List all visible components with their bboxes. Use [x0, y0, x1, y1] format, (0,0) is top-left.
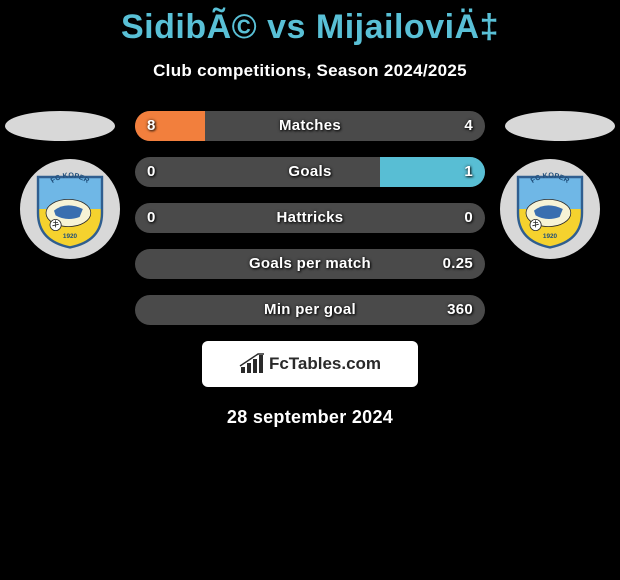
- stat-row: Goals per match0.25: [135, 249, 485, 279]
- page-title: SidibÃ© vs MijailoviÄ‡: [0, 0, 620, 47]
- svg-text:1920: 1920: [63, 233, 78, 240]
- stat-label: Goals: [135, 157, 485, 187]
- comparison-content: FC KOPER 1920 FC KOPER 19: [0, 111, 620, 428]
- stat-label: Goals per match: [135, 249, 485, 279]
- stat-row: 0Goals1: [135, 157, 485, 187]
- stat-label: Min per goal: [135, 295, 485, 325]
- stat-label: Matches: [135, 111, 485, 141]
- stat-value-right: 360: [447, 295, 473, 325]
- right-player-ellipse: [505, 111, 615, 141]
- brand-text: FcTables.com: [269, 354, 381, 374]
- svg-text:1920: 1920: [543, 233, 558, 240]
- stat-label: Hattricks: [135, 203, 485, 233]
- stat-rows-container: 8Matches40Goals10Hattricks0Goals per mat…: [135, 111, 485, 325]
- brand-badge: FcTables.com: [202, 341, 418, 387]
- left-player-ellipse: [5, 111, 115, 141]
- stat-value-right: 0.25: [443, 249, 473, 279]
- club-crest-icon: FC KOPER 1920: [510, 169, 590, 249]
- stat-row: Min per goal360: [135, 295, 485, 325]
- right-club-badge: FC KOPER 1920: [500, 159, 600, 259]
- club-crest-icon: FC KOPER 1920: [30, 169, 110, 249]
- stat-value-right: 4: [464, 111, 473, 141]
- stat-row: 0Hattricks0: [135, 203, 485, 233]
- bar-chart-icon: [239, 353, 265, 375]
- footer-date: 28 september 2024: [0, 407, 620, 428]
- left-club-badge: FC KOPER 1920: [20, 159, 120, 259]
- stat-row: 8Matches4: [135, 111, 485, 141]
- page-subtitle: Club competitions, Season 2024/2025: [0, 61, 620, 81]
- stat-value-right: 0: [464, 203, 473, 233]
- stat-value-right: 1: [464, 157, 473, 187]
